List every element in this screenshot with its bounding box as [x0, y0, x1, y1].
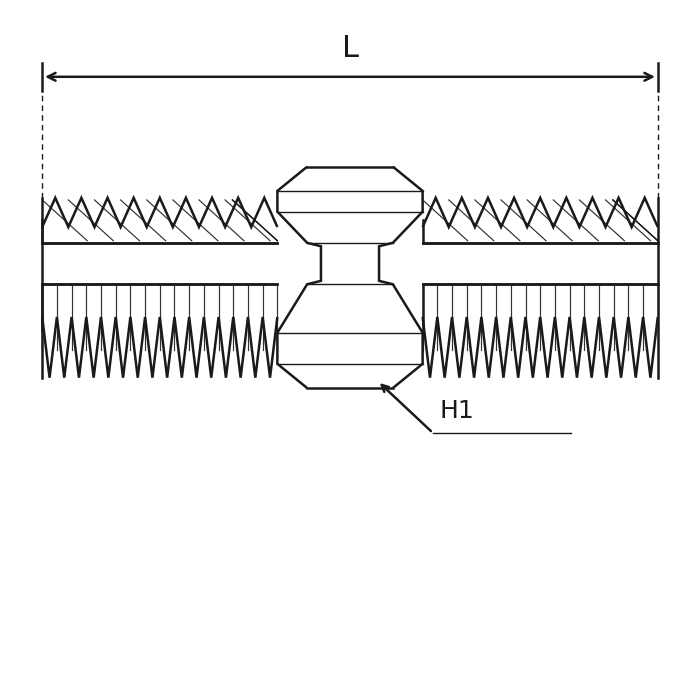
Text: L: L — [342, 34, 358, 63]
Text: H1: H1 — [440, 398, 475, 423]
